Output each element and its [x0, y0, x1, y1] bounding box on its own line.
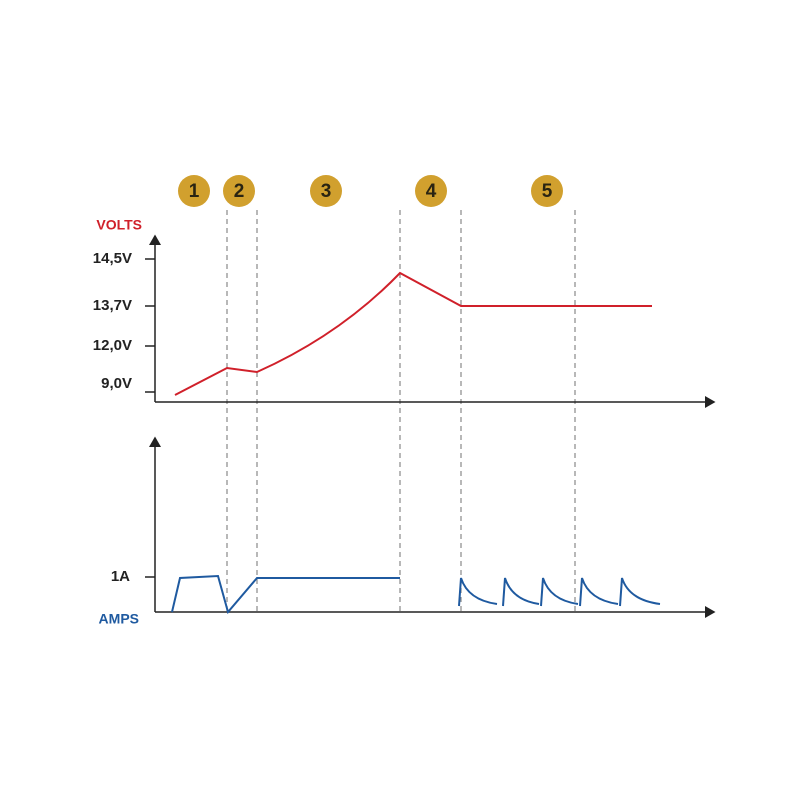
stage-badge — [178, 175, 210, 207]
volts-axis: VOLTS 14,5V 13,7V 12,0V 9,0V — [93, 217, 716, 408]
stage-badge — [531, 175, 563, 207]
tick-label: 13,7V — [93, 297, 132, 314]
tick-label: 9,0V — [101, 375, 132, 392]
stage-badge — [415, 175, 447, 207]
stage-number: 3 — [321, 181, 332, 202]
voltage-curve — [174, 271, 652, 396]
stage-number: 5 — [542, 181, 553, 202]
amps-axis: 1A AMPS — [99, 436, 716, 627]
axis-title: VOLTS — [96, 217, 142, 233]
tick-label: 1A — [111, 568, 130, 585]
tick-label: 12,0V — [93, 337, 132, 354]
stage-badge — [223, 175, 255, 207]
stage-number: 4 — [426, 181, 437, 202]
axis-title: AMPS — [99, 611, 139, 627]
tick-label: 14,5V — [93, 250, 132, 267]
stage-number: 2 — [234, 181, 245, 202]
stage-number: 1 — [189, 181, 200, 202]
stage-markers: 1 2 3 4 5 — [178, 175, 563, 207]
current-curve — [171, 574, 661, 615]
stage-separators — [226, 210, 576, 615]
stage-badge — [310, 175, 342, 207]
